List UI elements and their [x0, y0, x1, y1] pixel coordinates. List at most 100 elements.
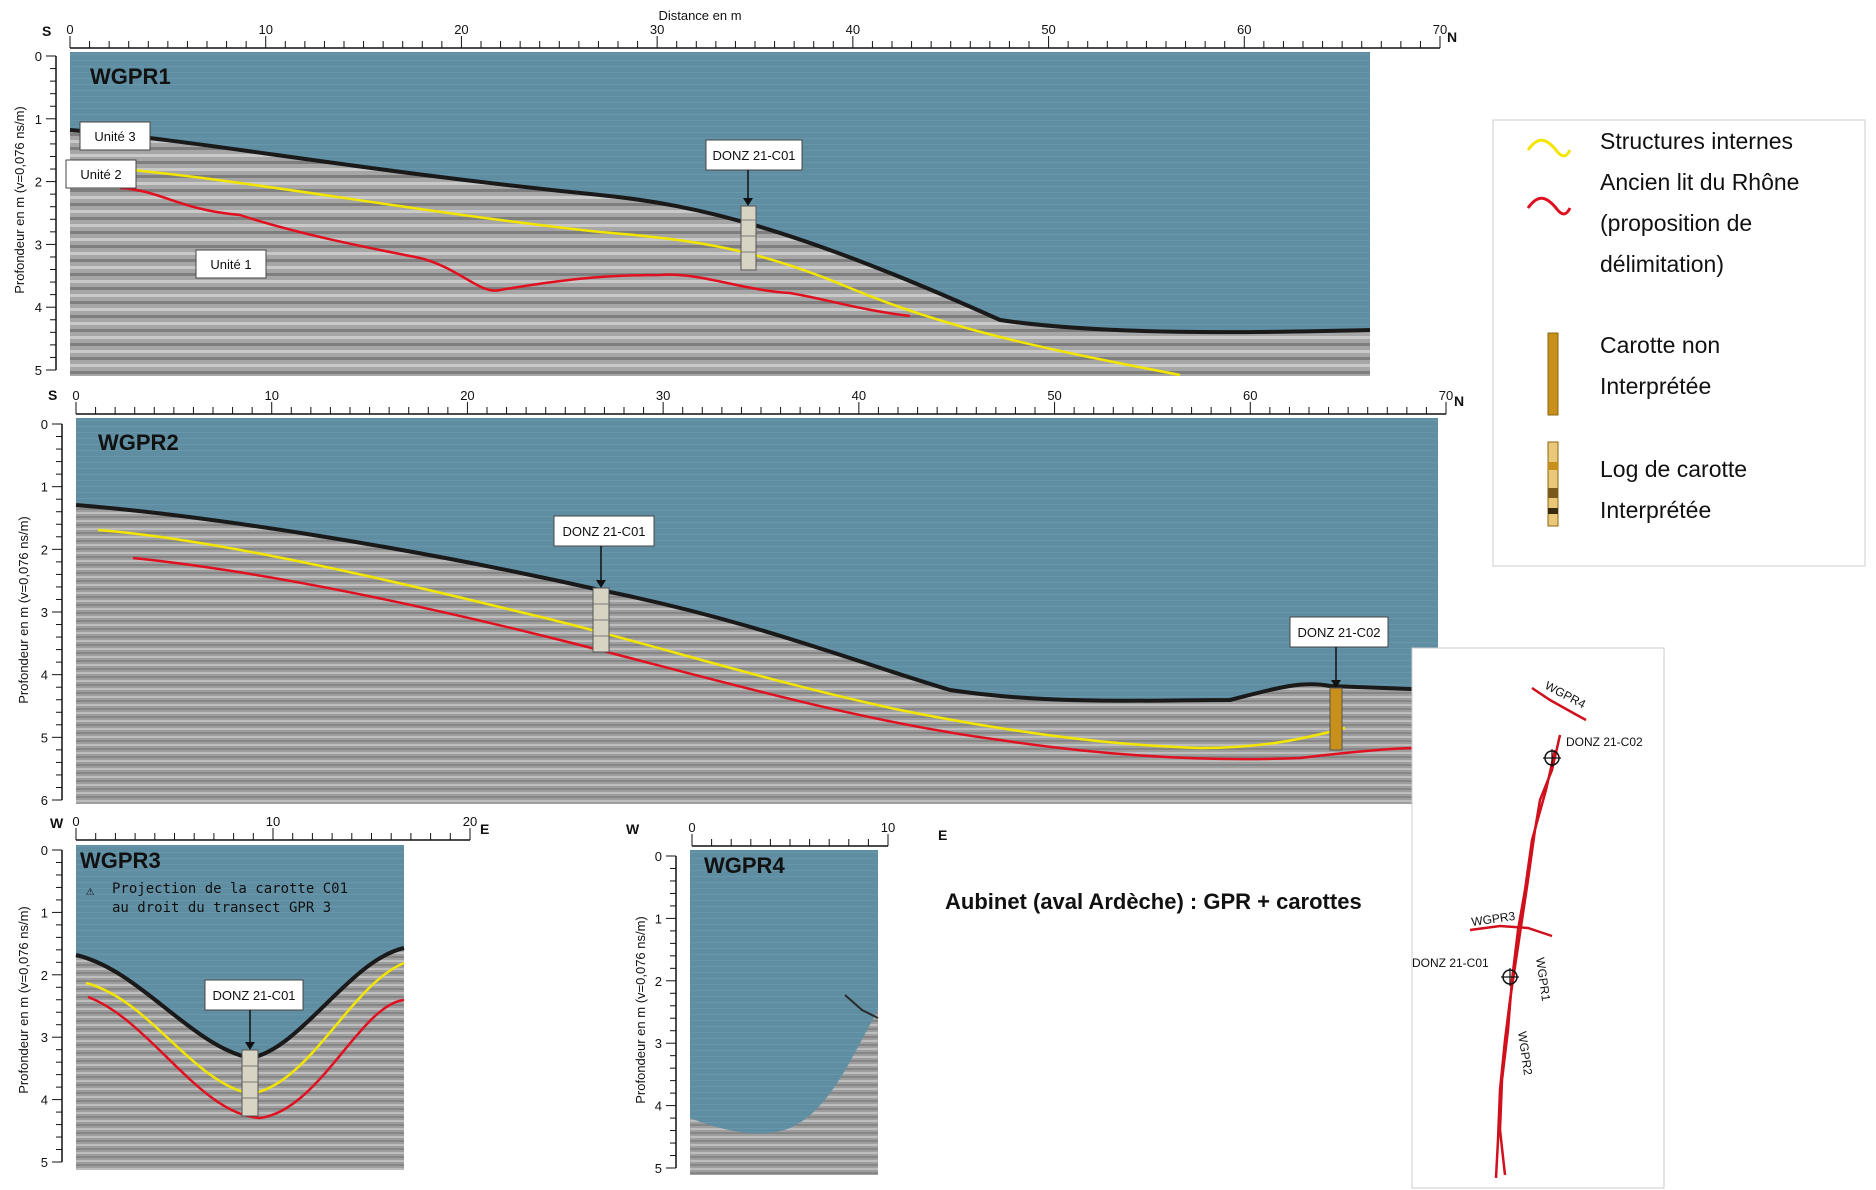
wgpr4-profile: W E 0 10 0 1 2 3 4 5 Profondeur en m (v=0,076 … — [626, 820, 947, 1176]
wgpr4-left-direction: W — [626, 821, 640, 837]
wgpr2-x-axis-tick-label: 50 — [1047, 388, 1061, 403]
wgpr2-x-axis-tick-label: 20 — [460, 388, 474, 403]
wgpr3-x-axis-tick-label: 10 — [266, 814, 280, 829]
legend: Structures internes Ancien lit du Rhône … — [1492, 119, 1866, 567]
wgpr4-title: WGPR4 — [704, 853, 785, 878]
wgpr1-core-c01-label: DONZ 21-C01 — [712, 148, 795, 163]
wgpr1-y-axis-tick-label: 4 — [35, 300, 42, 315]
legend-internal-structures-symbol — [1526, 138, 1572, 158]
map-wgpr1-line — [1494, 734, 1562, 1179]
wgpr3-x-axis-tick-label: 20 — [463, 814, 477, 829]
wgpr1-x-axis-tick-label: 0 — [66, 22, 73, 37]
wgpr1-profile: S N Distance en m 0 10 20 30 40 50 60 70 0 1 2 3 4 5… — [12, 8, 1457, 378]
wgpr1-right-direction: N — [1447, 29, 1457, 45]
map-wgpr3-line — [1469, 924, 1553, 938]
wgpr4-depth-label: Profondeur en m (v=0,076 ns/m) — [633, 916, 648, 1104]
map-wgpr2-line — [1498, 749, 1557, 1176]
distance-axis-label: Distance en m — [658, 8, 741, 23]
wgpr1-x-axis-tick-label: 30 — [650, 22, 664, 37]
wgpr3-old-riverbed-line — [87, 995, 405, 1120]
wgpr3-y-axis-tick-label: 4 — [41, 1093, 48, 1108]
wgpr1-y-axis-tick-label: 5 — [35, 363, 42, 378]
wgpr1-y-axis-tick-label: 2 — [35, 175, 42, 190]
wgpr2-y-axis-tick-label: 2 — [41, 542, 48, 557]
legend-core-non-interpreted-line1: Carotte non — [1600, 332, 1720, 358]
wgpr1-core-log-icon — [740, 205, 757, 271]
wgpr2-x-axis-tick-label: 70 — [1439, 388, 1453, 403]
wgpr2-x-axis-tick-label: 30 — [656, 388, 670, 403]
wgpr4-reflection — [844, 994, 879, 1019]
legend-old-riverbed-symbol — [1526, 196, 1572, 216]
wgpr2-y-axis-tick-label: 4 — [41, 668, 48, 683]
wgpr4-sediment — [690, 1010, 878, 1175]
wgpr2-core-c01: DONZ 21-C01 — [553, 515, 655, 653]
wgpr1-sediment — [70, 130, 1370, 376]
wgpr1-unit1-label: Unité 1 — [210, 257, 251, 272]
wgpr1-x-axis: 0 10 20 30 40 50 60 70 — [66, 22, 1447, 49]
wgpr2-core-c02-label: DONZ 21-C02 — [1297, 625, 1380, 640]
wgpr2-sediment — [76, 505, 1438, 804]
wgpr2-riverbed-surface — [75, 503, 1439, 703]
wgpr2-title: WGPR2 — [98, 430, 179, 455]
wgpr2-profile: S N 0 10 20 30 40 50 60 70 0 1 2 3 4 5 6 Profondeur e… — [16, 387, 1464, 808]
wgpr4-x-axis-tick-label: 0 — [688, 820, 695, 835]
wgpr1-old-riverbed-line — [119, 186, 911, 318]
wgpr3-y-axis: 0 1 2 3 4 5 — [41, 843, 63, 1170]
wgpr4-x-axis: 0 10 — [688, 820, 895, 847]
wgpr2-y-axis: 0 1 2 3 4 5 6 — [41, 417, 63, 808]
wgpr3-note-line2: au droit du transect GPR 3 — [112, 900, 331, 916]
wgpr2-internal-structure-line — [97, 528, 1346, 750]
wgpr2-x-axis-tick-label: 60 — [1243, 388, 1257, 403]
wgpr4-y-axis-tick-label: 5 — [655, 1161, 662, 1176]
wgpr3-right-direction: E — [480, 821, 489, 837]
wgpr1-unit1-box: Unité 1 — [195, 249, 267, 279]
map-c02-marker — [1543, 749, 1561, 767]
wgpr3-warning-icon: ⚠ — [86, 883, 95, 899]
legend-old-riverbed-line1: Ancien lit du Rhône — [1600, 169, 1799, 195]
legend-old-riverbed-line3: délimitation) — [1600, 251, 1724, 277]
legend-core-non-interpreted-symbol — [1547, 332, 1559, 416]
wgpr3-note-line1: Projection de la carotte C01 — [112, 881, 348, 897]
wgpr2-y-axis-tick-label: 5 — [41, 730, 48, 745]
wgpr1-y-axis-tick-label: 3 — [35, 237, 42, 252]
wgpr3-y-axis-tick-label: 2 — [41, 968, 48, 983]
wgpr1-x-axis-tick-label: 20 — [454, 22, 468, 37]
wgpr3-x-axis: 0 10 20 — [72, 814, 477, 841]
wgpr1-x-axis-tick-label: 50 — [1041, 22, 1055, 37]
legend-core-log-line2: Interprétée — [1600, 497, 1711, 523]
wgpr1-y-axis-tick-label: 0 — [35, 49, 42, 64]
wgpr1-unit2-label: Unité 2 — [80, 167, 121, 182]
wgpr2-left-direction: S — [48, 387, 57, 403]
wgpr2-y-axis-tick-label: 3 — [41, 605, 48, 620]
map-c01-label: DONZ 21-C01 — [1412, 956, 1489, 970]
wgpr3-core-c01-label: DONZ 21-C01 — [212, 988, 295, 1003]
wgpr2-x-axis-tick-label: 0 — [72, 388, 79, 403]
wgpr2-core-c02-non-interpreted-icon — [1329, 687, 1343, 751]
legend-core-log-line1: Log de carotte — [1600, 456, 1747, 482]
wgpr4-y-axis-tick-label: 1 — [655, 911, 662, 926]
wgpr1-x-axis-tick-label: 40 — [846, 22, 860, 37]
wgpr1-unit2-box: Unité 2 — [65, 159, 137, 189]
wgpr3-core-c01: DONZ 21-C01 — [204, 979, 304, 1117]
map-wgpr2-label: WGPR2 — [1515, 1030, 1535, 1076]
wgpr3-core-log-icon — [241, 1049, 259, 1117]
wgpr1-internal-structure-line — [109, 166, 1181, 377]
map-c01-marker — [1501, 968, 1519, 986]
wgpr3-y-axis-tick-label: 3 — [41, 1030, 48, 1045]
wgpr2-y-axis-tick-label: 1 — [41, 480, 48, 495]
location-map: DONZ 21-C02 DONZ 21-C01 WGPR4 WGPR3 WGPR… — [1411, 647, 1665, 1189]
wgpr2-core-c01-label: DONZ 21-C01 — [562, 524, 645, 539]
legend-core-non-interpreted-line2: Interprétée — [1600, 373, 1711, 399]
legend-old-riverbed-line2: (proposition de — [1600, 210, 1752, 236]
wgpr2-old-riverbed-line — [132, 556, 1419, 761]
map-wgpr1-label: WGPR1 — [1533, 956, 1553, 1002]
wgpr3-x-axis-tick-label: 0 — [72, 814, 79, 829]
wgpr1-title: WGPR1 — [90, 64, 171, 89]
wgpr4-y-axis-tick-label: 2 — [655, 974, 662, 989]
wgpr4-y-axis: 0 1 2 3 4 5 — [655, 849, 677, 1176]
wgpr1-y-axis-tick-label: 1 — [35, 112, 42, 127]
wgpr2-y-axis-tick-label: 0 — [41, 417, 48, 432]
wgpr4-y-axis-tick-label: 0 — [655, 849, 662, 864]
map-frame — [1411, 647, 1665, 1189]
